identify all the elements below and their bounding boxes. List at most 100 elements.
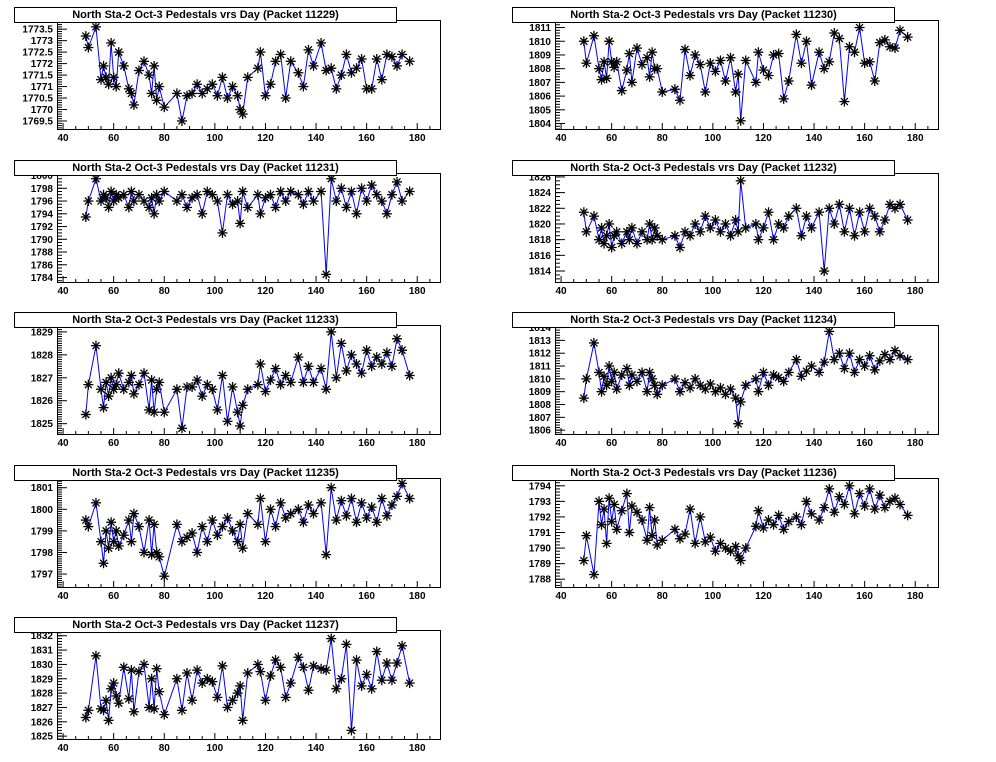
data-point: [207, 515, 218, 526]
data-point: [386, 361, 397, 372]
y-tick-label: 1806: [529, 92, 552, 103]
data-point: [285, 186, 296, 197]
data-point: [255, 493, 266, 504]
plot-frame: [57, 325, 441, 435]
y-axis: 1825 1826 1827 1828 1829: [31, 324, 67, 434]
data-point: [720, 218, 731, 229]
data-point: [609, 499, 620, 510]
data-point: [151, 95, 162, 106]
data-point: [366, 180, 377, 191]
data-point: [133, 189, 144, 200]
data-point: [652, 230, 663, 241]
data-point: [404, 370, 415, 381]
chart-title: North Sta-2 Oct-3 Pedestals vrs Day (Pac…: [14, 465, 397, 481]
data-point: [778, 524, 789, 535]
y-tick-label: 1828: [31, 350, 54, 361]
data-point: [616, 85, 627, 96]
data-point: [237, 186, 248, 197]
y-tick-label: 1794: [529, 481, 552, 492]
data-point: [285, 377, 296, 388]
data-point: [778, 222, 789, 233]
data-point: [98, 60, 109, 71]
data-point: [824, 56, 835, 67]
data-point: [644, 502, 655, 513]
data-point: [123, 693, 134, 704]
series-line: [583, 27, 908, 121]
x-tick-label: 180: [409, 438, 426, 449]
data-point: [647, 530, 658, 541]
data-point: [336, 70, 347, 81]
x-tick-label: 100: [207, 591, 224, 602]
data-point: [118, 530, 129, 541]
data-point: [849, 508, 860, 519]
data-point: [108, 72, 119, 83]
x-axis: 40 60 80 100 120 140 160 180: [58, 276, 431, 297]
data-point: [222, 93, 233, 104]
data-point: [371, 517, 382, 528]
data-point: [685, 70, 696, 81]
data-point: [604, 36, 615, 47]
data-point: [255, 666, 266, 677]
y-tick-label: 1818: [529, 235, 552, 246]
data-point: [252, 189, 263, 200]
data-point: [96, 384, 107, 395]
data-point: [386, 675, 397, 686]
data-point: [730, 393, 741, 404]
data-point: [647, 234, 658, 245]
data-point: [154, 686, 165, 697]
data-point: [336, 338, 347, 349]
data-point: [371, 352, 382, 363]
data-point: [316, 186, 327, 197]
data-point: [128, 508, 139, 519]
data-point: [212, 692, 223, 703]
data-point: [90, 21, 101, 32]
data-point: [895, 199, 906, 210]
data-point: [588, 569, 599, 580]
chart-panel-11230: 40 60 80 100 120 140 160 180 1804 1805 1806 1807 180…: [498, 0, 996, 152]
data-point: [624, 48, 635, 59]
data-point: [854, 207, 865, 218]
data-point: [849, 47, 860, 58]
data-point: [96, 536, 107, 547]
data-point: [341, 365, 352, 376]
y-tick-label: 1790: [529, 544, 552, 555]
data-point: [217, 227, 228, 238]
data-point: [255, 47, 266, 58]
data-point: [750, 521, 761, 532]
data-point: [298, 517, 309, 528]
data-point: [232, 196, 243, 207]
data-point: [669, 84, 680, 95]
data-point: [644, 218, 655, 229]
data-point: [386, 51, 397, 62]
data-point: [103, 543, 114, 554]
data-point: [227, 381, 238, 392]
data-point: [652, 389, 663, 400]
data-point: [791, 203, 802, 214]
data-point: [149, 407, 160, 418]
data-point: [371, 54, 382, 65]
data-point: [101, 525, 112, 536]
x-tick-label: 80: [159, 743, 171, 754]
data-point: [126, 665, 137, 676]
data-point: [594, 63, 605, 74]
data-point: [237, 400, 248, 411]
data-point: [111, 525, 122, 536]
chart-title: North Sta-2 Oct-3 Pedestals vrs Day (Pac…: [512, 160, 895, 176]
y-tick-label: 1788: [31, 248, 54, 259]
y-tick-label: 1792: [529, 512, 552, 523]
chart-panel-11234: 40 60 80 100 120 140 160 180 1806 1807 1808 1809 181…: [498, 305, 996, 457]
data-point: [242, 508, 253, 519]
x-tick-label: 80: [159, 438, 171, 449]
data-point: [578, 207, 589, 218]
chart-plot: 40 60 80 100 120 140 160 180 1797 1798 1799 1800 180…: [31, 478, 441, 602]
data-point: [753, 47, 764, 58]
data-point: [601, 73, 612, 84]
x-tick-label: 60: [606, 591, 618, 602]
data-point: [783, 211, 794, 222]
y-tick-label: 1830: [31, 660, 54, 671]
data-point: [631, 238, 642, 249]
data-point: [270, 363, 281, 374]
x-tick-label: 100: [705, 286, 722, 297]
data-point: [647, 47, 658, 58]
data-point: [705, 222, 716, 233]
